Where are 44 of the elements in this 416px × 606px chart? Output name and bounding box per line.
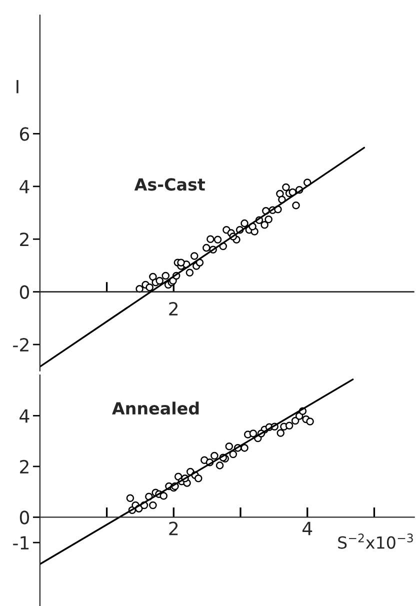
- y-tick-label: 2: [20, 460, 28, 474]
- point: [149, 501, 157, 510]
- y-tick-label: 6: [20, 127, 30, 141]
- y-tick-label: 2: [20, 232, 28, 246]
- point: [126, 494, 134, 502]
- y-tick-label: -1: [13, 536, 29, 550]
- point: [149, 272, 157, 281]
- point: [156, 276, 164, 285]
- point: [276, 429, 285, 437]
- point: [292, 202, 300, 210]
- point: [194, 474, 202, 482]
- point: [282, 183, 290, 192]
- y-tick-label: 0: [20, 510, 30, 524]
- point: [216, 462, 224, 470]
- y-tick-label: 4: [20, 180, 30, 194]
- y-axis-title: I: [16, 80, 18, 94]
- point: [285, 422, 294, 430]
- point: [249, 430, 258, 438]
- point: [160, 492, 168, 500]
- annotation: As-Cast: [134, 178, 206, 191]
- point: [146, 283, 154, 292]
- point: [214, 236, 222, 244]
- point: [210, 452, 218, 460]
- x-axis-title: S$^{−2}$x10$^{−3}$: [338, 534, 413, 549]
- point: [177, 258, 185, 266]
- point: [225, 442, 234, 450]
- y-tick-label: -2: [13, 338, 28, 352]
- point: [240, 444, 248, 452]
- point: [190, 252, 198, 260]
- point: [240, 219, 248, 228]
- point: [276, 190, 284, 198]
- point: [264, 215, 272, 224]
- point: [206, 235, 214, 244]
- point: [306, 418, 314, 426]
- y-tick-label: 0: [20, 285, 30, 299]
- y-tick-label: 4: [20, 409, 30, 423]
- point: [291, 416, 300, 425]
- annotation: 2: [169, 302, 178, 316]
- point: [186, 268, 194, 276]
- point: [229, 450, 238, 458]
- point: [162, 272, 170, 280]
- annotation: Annealed: [112, 402, 199, 415]
- point: [202, 244, 210, 252]
- point: [260, 221, 268, 229]
